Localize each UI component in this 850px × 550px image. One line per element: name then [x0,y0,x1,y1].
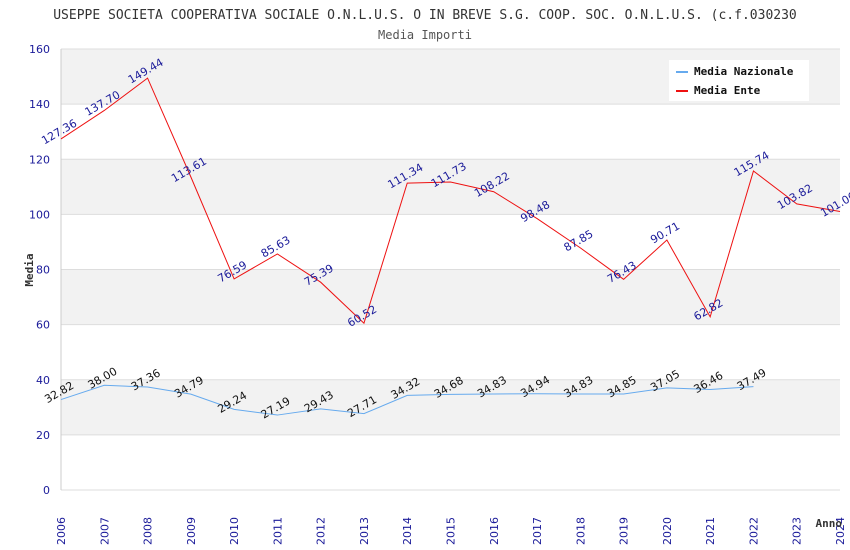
y-tick-label: 100 [29,208,50,221]
x-tick-label: 2013 [358,517,371,545]
y-tick-label: 120 [29,153,50,166]
x-tick-label: 2023 [791,517,804,545]
x-axis-ticks: 2006 2007 2008 2009 2010 2011 2012 2013 2014 2015… [55,517,847,545]
series-line-media-ente [60,77,841,325]
x-tick-label: 2010 [228,517,241,545]
grid-band [61,379,840,435]
x-tick-label: 2022 [747,517,760,545]
x-tick-label: 2011 [271,517,284,545]
background-bands [61,49,840,490]
x-tick-label: 2015 [445,517,458,545]
y-tick-label: 0 [43,484,50,497]
series-lines [60,77,841,416]
grid-band [61,324,840,380]
y-axis-label: Media [23,253,36,286]
x-tick-label: 2006 [55,517,68,545]
chart-subtitle: Media Importi [378,28,472,42]
x-tick-label: 2020 [661,517,674,545]
grid-band [61,434,840,490]
x-tick-label: 2009 [185,517,198,545]
grid-band [61,269,840,325]
y-tick-label: 160 [29,43,50,56]
x-tick-label: 2016 [488,517,501,545]
x-tick-label: 2024 [834,517,847,545]
x-tick-label: 2008 [142,517,155,545]
grid-band [61,214,840,270]
y-tick-label: 60 [36,319,50,332]
x-tick-label: 2007 [98,517,111,545]
legend: Media Nazionale Media Ente [669,60,809,101]
y-tick-label: 80 [36,264,50,277]
grid-band [61,159,840,215]
y-tick-label: 40 [36,374,50,387]
x-tick-label: 2018 [574,517,587,545]
x-tick-label: 2014 [401,517,414,545]
y-tick-label: 20 [36,429,50,442]
legend-label: Media Nazionale [694,65,794,78]
x-tick-label: 2012 [315,517,328,545]
x-tick-label: 2021 [704,517,717,545]
grid-band [61,104,840,160]
legend-box [669,60,809,101]
legend-label: Media Ente [694,84,761,97]
y-axis-ticks: 0 20 40 60 80 100 120 140 160 [29,43,50,497]
series-line-media-nazionale [60,384,754,416]
x-axis-label: Anno [816,517,843,530]
gridlines [60,48,840,491]
x-tick-label: 2017 [531,517,544,545]
chart-title: USEPPE SOCIETA COOPERATIVA SOCIALE O.N.L… [53,8,797,23]
y-tick-label: 140 [29,98,50,111]
x-tick-label: 2019 [618,517,631,545]
